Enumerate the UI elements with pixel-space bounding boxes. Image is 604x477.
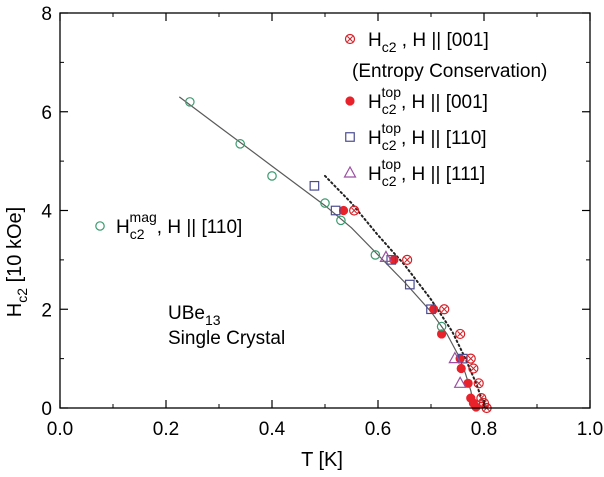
- data-point-circle-cross: [439, 304, 450, 315]
- legend-entry-line2: (Entropy Conservation): [352, 61, 547, 82]
- y-tick-label: 6: [41, 103, 52, 124]
- legend-entry-rest: , H || [110]: [157, 217, 243, 238]
- legend-entry-rest: , H || [001]: [397, 30, 489, 51]
- legend-marker-filled-circle: [345, 96, 355, 106]
- annotation-crystal: Single Crystal: [168, 328, 285, 349]
- legend-entry: Hc2 , H || [001]: [368, 30, 489, 55]
- legend-entry-sub: c2: [382, 137, 397, 153]
- legend-entry-sup: top: [382, 156, 402, 172]
- legend-entry-main: H: [368, 164, 382, 185]
- annotation-material: UBe13: [168, 303, 221, 328]
- legend-entry-main: H: [368, 128, 382, 149]
- data-point-open-triangle: [448, 351, 462, 364]
- data-point-open-square: [309, 180, 320, 191]
- y-axis-label-main: H: [4, 303, 26, 317]
- data-point-filled-circle: [436, 329, 447, 339]
- x-axis-label: T [K]: [301, 449, 343, 471]
- data-point-filled-circle: [471, 402, 481, 412]
- data-point-filled-circle: [429, 304, 439, 314]
- legend: Hc2 , H || [001](Entropy Conservation)Hc…: [95, 30, 547, 242]
- legend-entry-main: H: [368, 92, 382, 113]
- x-tick-label: 0.2: [153, 419, 179, 440]
- y-tick-label: 8: [41, 4, 52, 25]
- legend-entry: Hc2top, H || [001]: [368, 84, 488, 117]
- data-point-open-circle: [336, 215, 346, 226]
- legend-entry-sub: c2: [382, 173, 397, 189]
- x-tick-label: 0.8: [471, 419, 497, 440]
- data-point-open-circle: [185, 97, 195, 107]
- legend-entry-sup: top: [382, 120, 402, 136]
- data-point-open-square: [426, 304, 436, 315]
- legend-entry-rest: , H || [111]: [401, 164, 485, 185]
- data-point-open-square: [330, 205, 341, 216]
- y-tick-label: 0: [41, 399, 52, 420]
- x-tick-label: 0.4: [259, 419, 286, 440]
- data-point-open-circle: [267, 171, 277, 181]
- data-point-circle-cross: [402, 254, 413, 265]
- data-point-filled-circle: [338, 205, 349, 216]
- data-point-open-triangle: [379, 250, 393, 263]
- y-tick-label: 4: [41, 202, 52, 223]
- legend-entry-sup: top: [382, 84, 402, 100]
- annotation-material-main: UBe: [168, 303, 205, 324]
- data-point-circle-cross: [465, 353, 476, 364]
- legend-entry-sub: c2: [382, 39, 397, 55]
- fit-line-dotted: [324, 174, 488, 409]
- data-point-open-circle: [436, 321, 447, 332]
- fit-lines: [178, 96, 488, 409]
- legend-entry: Hc2mag, H || [110]: [116, 209, 242, 242]
- x-tick-label: 0.6: [365, 419, 391, 440]
- data-point-open-square: [386, 255, 397, 265]
- data-point-circle-cross: [468, 363, 479, 374]
- y-tick-label: 2: [41, 300, 52, 321]
- legend-marker-circle-cross: [344, 33, 356, 45]
- legend-entry-sub: c2: [382, 101, 397, 117]
- x-tick-label: 1.0: [577, 419, 603, 440]
- fit-line-solid: [178, 96, 476, 409]
- data-point-open-circle: [235, 139, 245, 149]
- y-axis-label: Hc2 [10 kOe]: [4, 207, 30, 317]
- data-markers: [185, 97, 492, 414]
- data-point-open-triangle: [453, 376, 467, 388]
- legend-entry-sup: mag: [130, 209, 157, 225]
- y-axis-label-sub: c2: [14, 288, 30, 303]
- legend-marker-open-square: [345, 132, 355, 142]
- legend-entry: Hc2top, H || [110]: [368, 120, 487, 153]
- legend-entry: Hc2top, H || [111]: [368, 156, 485, 189]
- data-point-open-circle: [370, 250, 381, 260]
- data-point-circle-cross: [455, 328, 466, 340]
- legend-marker-open-circle: [95, 221, 105, 231]
- annotation-material-sub: 13: [205, 312, 221, 328]
- y-axis-label-unit: [10 kOe]: [4, 207, 26, 288]
- data-point-open-square: [404, 279, 415, 290]
- legend-entry-main: H: [368, 30, 382, 51]
- legend-entry-sub: c2: [130, 226, 145, 242]
- data-point-circle-cross: [473, 378, 484, 389]
- data-point-open-circle: [320, 198, 330, 208]
- data-point-circle-cross: [476, 393, 487, 404]
- legend-entry-rest: , H || [110]: [401, 128, 487, 149]
- legend-marker-open-triangle: [343, 165, 357, 178]
- x-tick-label: 0.0: [47, 419, 73, 440]
- axis-ticks: 0.0 0.2 0.4 0.6 0.8 1.0 0 2 4 6 8: [41, 4, 603, 440]
- data-point-circle-cross: [349, 205, 360, 216]
- legend-entry-rest: , H || [001]: [401, 92, 488, 113]
- legend-entry-main: H: [116, 217, 130, 238]
- data-point-filled-circle: [456, 363, 466, 374]
